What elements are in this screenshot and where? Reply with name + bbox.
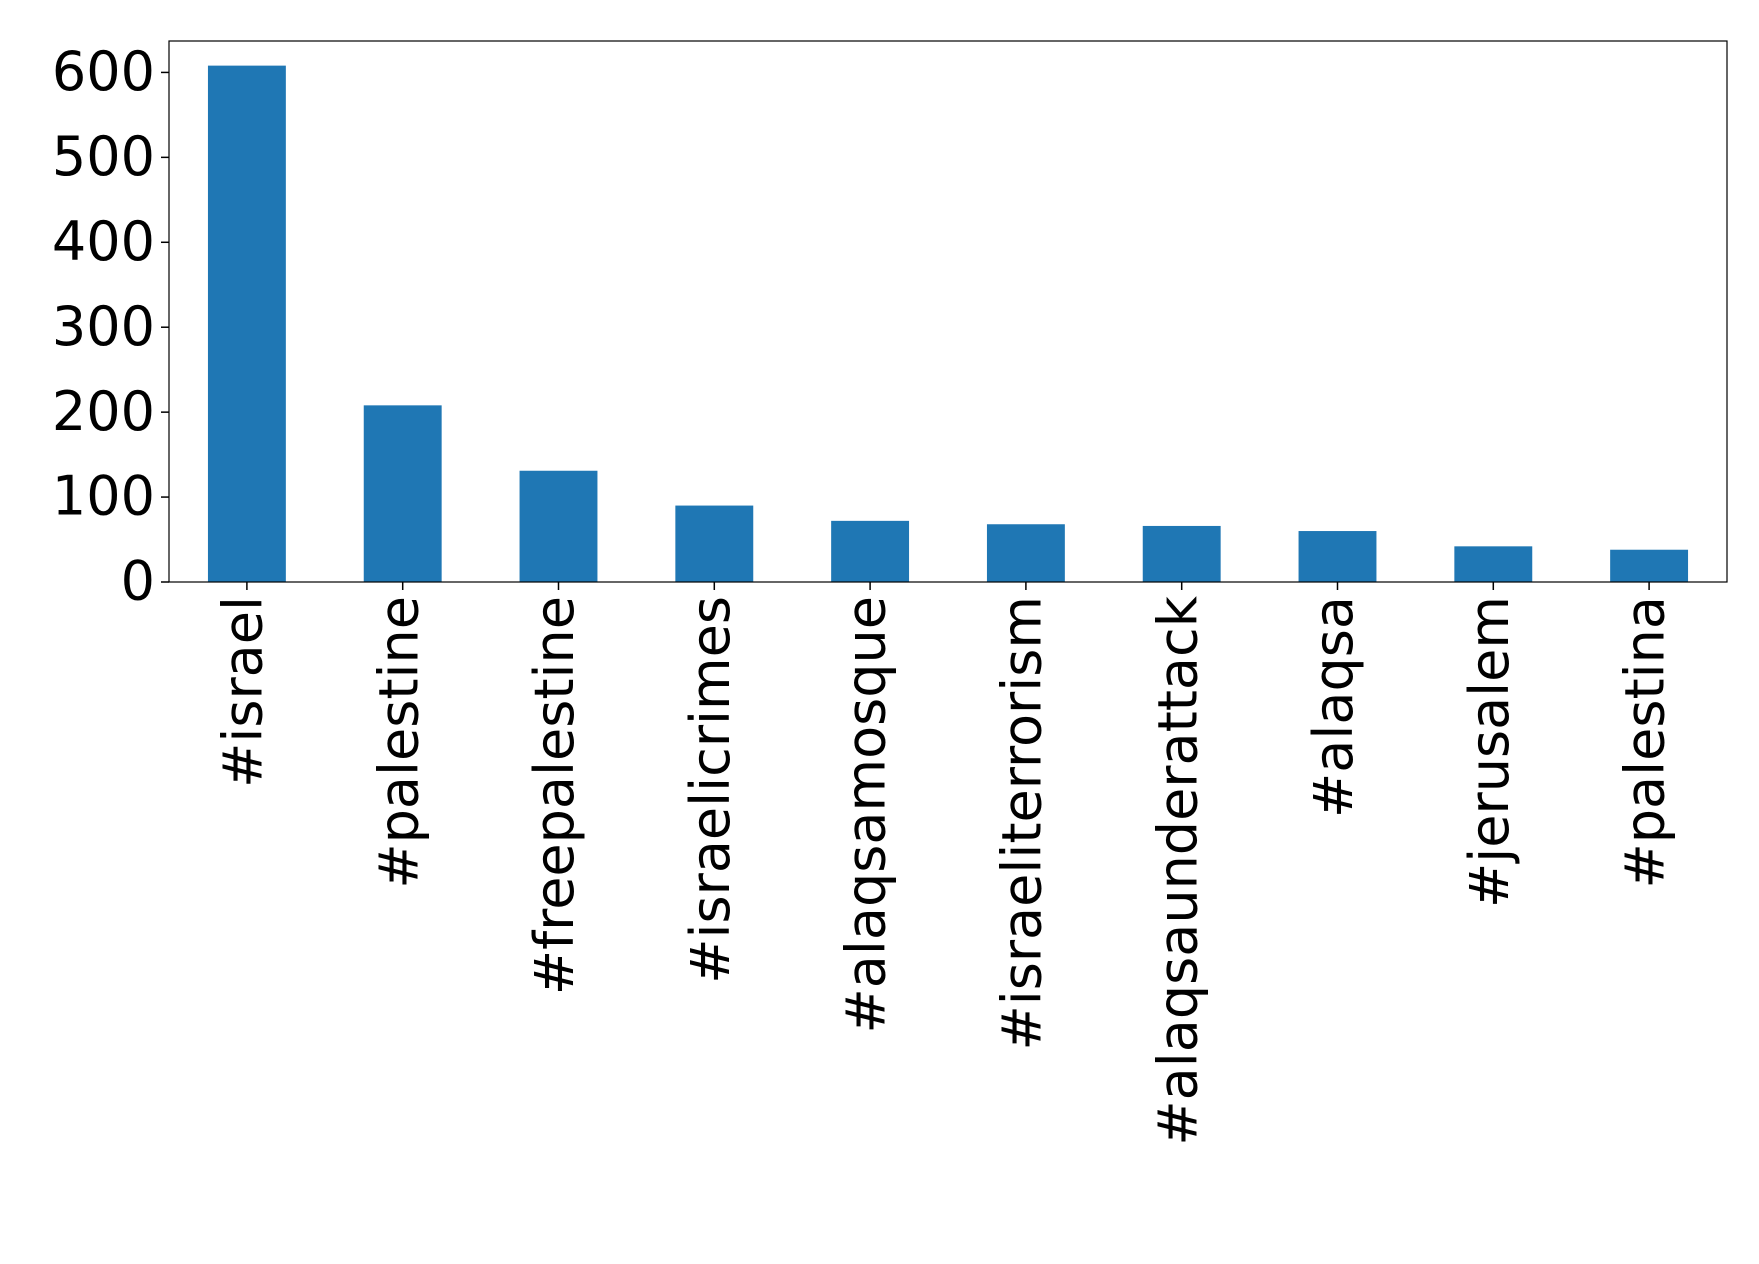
x-tick-label: #israeliterrorism	[991, 596, 1054, 1051]
bar	[986, 524, 1065, 582]
y-tick-label: 0	[121, 550, 155, 613]
bar	[1610, 549, 1689, 582]
x-tick-label: #jerusalem	[1458, 596, 1521, 908]
x-tick-label: #alaqsaunderattack	[1146, 595, 1209, 1145]
y-tick-label: 500	[52, 125, 155, 188]
bar	[1298, 531, 1377, 582]
bar	[363, 405, 442, 582]
x-tick-label: #palestine	[367, 596, 430, 889]
y-tick-label: 300	[52, 295, 155, 358]
bar	[1454, 546, 1533, 582]
y-tick-label: 100	[52, 465, 155, 528]
bar	[519, 470, 598, 582]
x-tick-label: #israelicrimes	[679, 596, 742, 984]
x-tick-label: #alaqsamosque	[835, 596, 898, 1033]
x-tick-label: #freepalestine	[523, 596, 586, 995]
x-tick-label: #palestina	[1614, 596, 1677, 888]
y-tick-label: 200	[52, 380, 155, 443]
bar	[831, 520, 910, 582]
y-tick-label: 600	[52, 40, 155, 103]
x-tick-label: #israel	[212, 596, 275, 788]
y-tick-label: 400	[52, 210, 155, 273]
plot-frame	[168, 40, 1728, 583]
x-tick-label: #alaqsa	[1302, 596, 1365, 818]
bar	[1142, 525, 1221, 582]
bar	[207, 65, 286, 582]
bar	[675, 505, 754, 582]
